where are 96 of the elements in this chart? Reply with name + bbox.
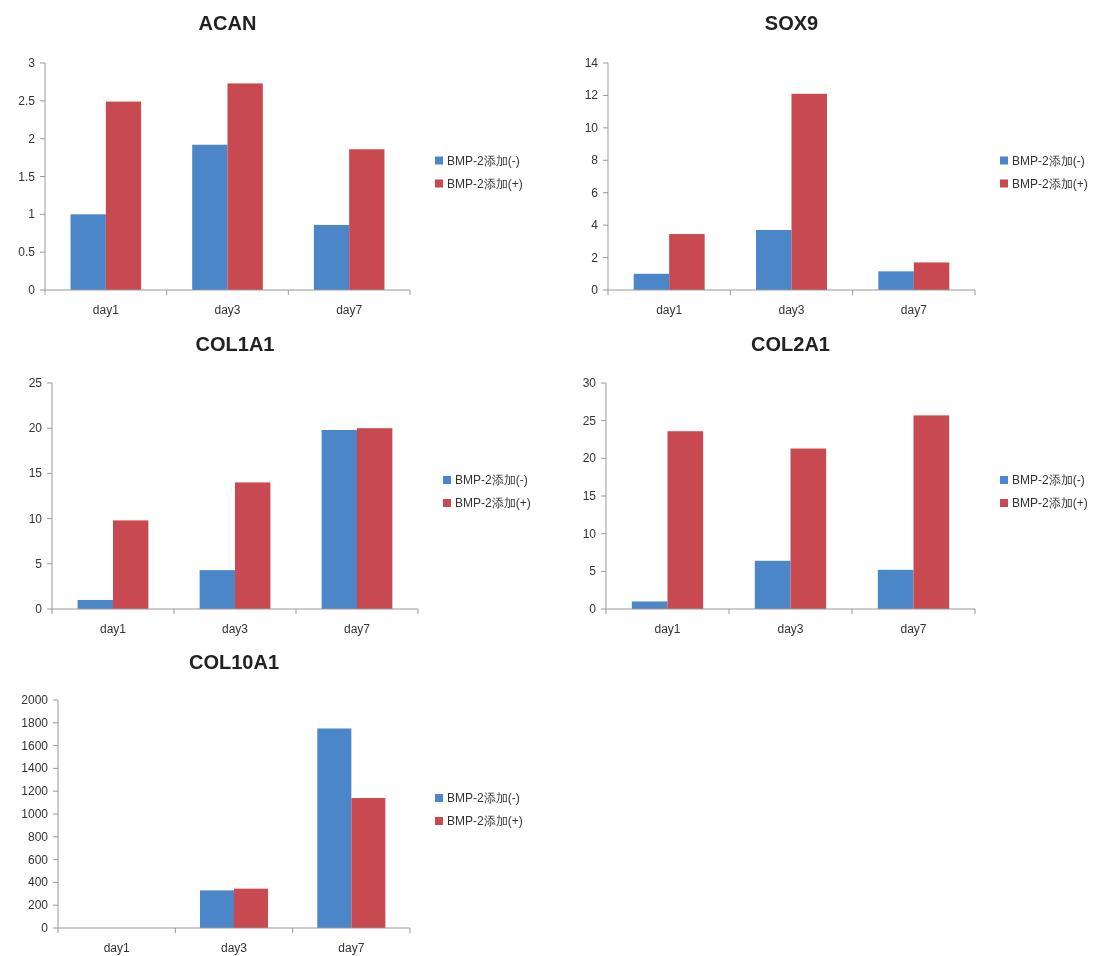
y-tick-label: 1 bbox=[28, 207, 36, 222]
bar bbox=[913, 262, 950, 290]
chart-title: COL10A1 bbox=[188, 651, 280, 673]
y-tick-label: 2 bbox=[28, 131, 36, 146]
x-tick-label: day3 bbox=[221, 622, 249, 636]
legend-label: BMP-2添加(+) bbox=[447, 814, 523, 828]
y-tick-label: 30 bbox=[582, 376, 597, 390]
bar bbox=[913, 415, 950, 609]
x-tick-label: day1 bbox=[654, 622, 681, 636]
y-tick-label: 6 bbox=[591, 185, 599, 200]
x-tick-label: day7 bbox=[338, 941, 365, 955]
y-tick-label: 0 bbox=[41, 921, 49, 935]
y-tick-label: 1600 bbox=[21, 738, 49, 753]
legend-label: BMP-2添加(+) bbox=[455, 496, 531, 510]
legend-label: BMP-2添加(+) bbox=[1012, 176, 1088, 191]
legend-label: BMP-2添加(-) bbox=[1012, 473, 1085, 487]
bar bbox=[199, 890, 234, 928]
y-tick-label: 2.5 bbox=[18, 93, 36, 108]
chart-title: COL2A1 bbox=[751, 333, 830, 355]
y-tick-label: 20 bbox=[582, 451, 597, 466]
legend-label: BMP-2添加(-) bbox=[447, 791, 520, 805]
bar bbox=[756, 230, 792, 290]
y-tick-label: 4 bbox=[591, 218, 599, 233]
x-tick-label: day7 bbox=[900, 303, 928, 317]
y-tick-label: 10 bbox=[582, 526, 597, 541]
y-tick-label: 15 bbox=[582, 489, 597, 503]
y-tick-label: 2 bbox=[591, 250, 599, 265]
bar bbox=[317, 728, 352, 928]
y-tick-label: 0 bbox=[28, 283, 36, 297]
legend-label: BMP-2添加(+) bbox=[447, 176, 523, 191]
y-tick-label: 14 bbox=[584, 56, 599, 70]
y-tick-label: 10 bbox=[584, 120, 599, 135]
chart-title: COL1A1 bbox=[195, 333, 275, 355]
bar bbox=[791, 93, 827, 290]
x-tick-label: day1 bbox=[92, 303, 120, 317]
y-tick-label: 800 bbox=[27, 829, 49, 844]
bar bbox=[235, 482, 271, 609]
y-tick-label: 20 bbox=[28, 421, 43, 436]
y-tick-label: 8 bbox=[591, 153, 599, 168]
x-tick-label: day3 bbox=[778, 303, 805, 317]
bar bbox=[113, 520, 149, 609]
y-tick-label: 1800 bbox=[21, 715, 49, 730]
x-tick-label: day3 bbox=[220, 941, 248, 955]
bar bbox=[105, 101, 142, 290]
y-tick-label: 400 bbox=[27, 875, 49, 890]
bar bbox=[669, 234, 705, 290]
bar bbox=[70, 214, 106, 290]
y-tick-label: 25 bbox=[582, 413, 597, 428]
x-tick-label: day1 bbox=[103, 941, 130, 955]
chart-title: SOX9 bbox=[764, 12, 819, 34]
bar bbox=[790, 448, 827, 609]
y-tick-label: 5 bbox=[35, 556, 43, 571]
x-tick-label: day1 bbox=[99, 622, 127, 636]
bar bbox=[349, 149, 385, 290]
x-tick-label: day7 bbox=[900, 622, 927, 636]
y-tick-label: 10 bbox=[28, 511, 43, 526]
y-tick-label: 600 bbox=[27, 852, 49, 867]
legend-label: BMP-2添加(+) bbox=[1012, 496, 1088, 510]
bar bbox=[199, 570, 235, 609]
y-tick-label: 12 bbox=[584, 88, 599, 103]
y-tick-label: 0 bbox=[35, 602, 43, 616]
bar bbox=[351, 798, 386, 928]
y-tick-label: 200 bbox=[27, 898, 49, 913]
y-tick-label: 25 bbox=[28, 376, 43, 390]
legend-label: BMP-2添加(-) bbox=[1012, 153, 1085, 168]
bar bbox=[667, 431, 704, 609]
x-tick-label: day3 bbox=[777, 622, 804, 636]
y-tick-label: 1400 bbox=[21, 761, 49, 776]
bar bbox=[878, 271, 914, 290]
y-tick-label: 1000 bbox=[21, 807, 49, 821]
bar bbox=[877, 569, 914, 609]
x-tick-label: day1 bbox=[656, 303, 683, 317]
legend-label: BMP-2添加(-) bbox=[447, 153, 520, 168]
y-tick-label: 3 bbox=[28, 56, 36, 70]
x-tick-label: day7 bbox=[336, 303, 363, 317]
bar bbox=[631, 601, 668, 609]
bar bbox=[234, 888, 269, 928]
bar bbox=[192, 144, 228, 290]
y-tick-label: 2000 bbox=[21, 693, 49, 707]
y-tick-label: 1.5 bbox=[18, 169, 36, 184]
bar bbox=[321, 430, 357, 609]
y-tick-label: 15 bbox=[28, 466, 43, 481]
bar bbox=[633, 273, 670, 290]
x-tick-label: day7 bbox=[343, 622, 371, 636]
x-tick-label: day3 bbox=[214, 303, 241, 317]
y-tick-label: 5 bbox=[589, 564, 597, 579]
chart-title: ACAN bbox=[198, 12, 257, 34]
legend-label: BMP-2添加(-) bbox=[455, 473, 528, 487]
bar bbox=[227, 83, 263, 290]
bar bbox=[357, 428, 393, 609]
y-tick-label: 1200 bbox=[21, 784, 49, 799]
bar bbox=[313, 224, 350, 290]
y-tick-label: 0 bbox=[589, 602, 597, 616]
bar bbox=[754, 560, 791, 609]
y-tick-label: 0 bbox=[591, 283, 599, 297]
y-tick-label: 0.5 bbox=[18, 245, 36, 260]
